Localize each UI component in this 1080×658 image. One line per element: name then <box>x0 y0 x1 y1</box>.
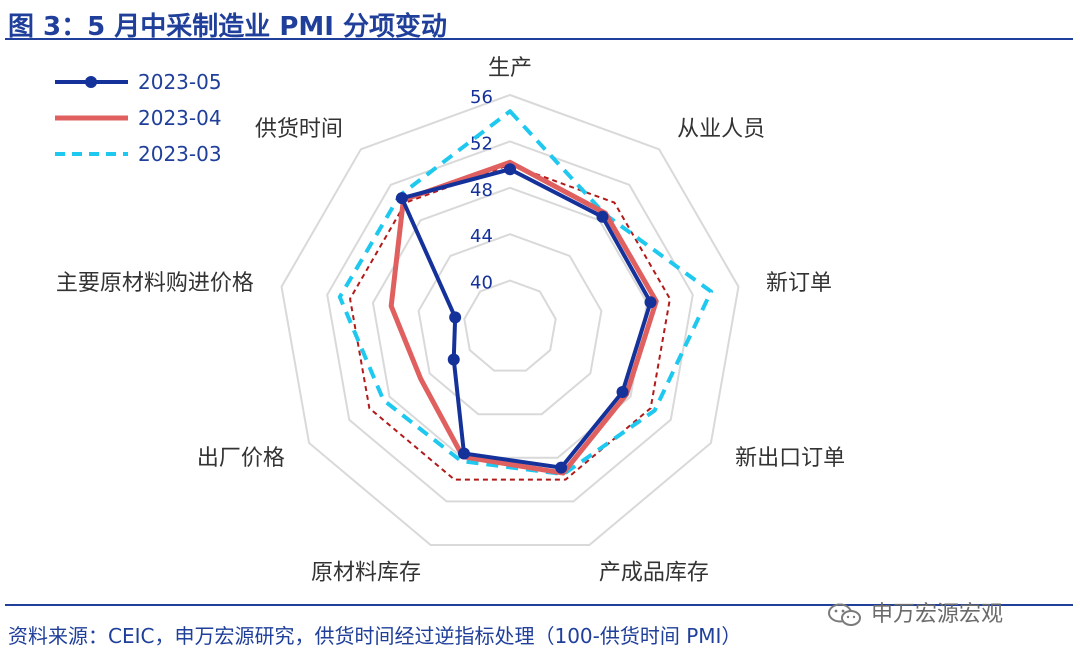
series-point <box>457 447 470 460</box>
category-label: 原材料库存 <box>311 560 421 585</box>
series-line <box>349 163 671 481</box>
grid-ring <box>417 233 603 416</box>
grid-ring <box>326 140 694 503</box>
series-point <box>616 385 629 398</box>
series-point <box>596 210 609 223</box>
legend: 2023-05 2023-04 2023-03 <box>55 70 222 166</box>
category-label: 从业人员 <box>677 117 765 142</box>
chart-title: 图 3：5 月中采制造业 PMI 分项变动 <box>8 12 447 42</box>
radial-tick-labels: 40 44 48 52 56 <box>470 87 493 294</box>
legend-label: 2023-04 <box>138 106 222 130</box>
tick-label: 40 <box>470 273 493 294</box>
category-label: 出厂价格 <box>197 446 285 471</box>
category-label: 产成品库存 <box>599 560 709 585</box>
series-point <box>395 192 408 205</box>
category-label: 新出口订单 <box>735 446 845 471</box>
category-label: 新订单 <box>766 271 832 296</box>
series-point <box>555 461 568 474</box>
legend-label: 2023-05 <box>138 70 222 94</box>
tick-label: 52 <box>470 133 493 154</box>
series-point <box>644 296 657 309</box>
title-divider <box>5 38 1073 40</box>
grid-ring <box>280 93 740 547</box>
series-line <box>337 109 714 477</box>
watermark: 申万宏源宏观 <box>826 596 1003 628</box>
category-label: 主要原材料购进价格 <box>56 271 254 296</box>
category-label: 生产 <box>488 56 532 81</box>
series-point <box>449 311 462 324</box>
wechat-icon <box>826 602 864 628</box>
series-line <box>388 159 659 476</box>
watermark-text: 申万宏源宏观 <box>871 602 1004 627</box>
tick-label: 48 <box>470 180 493 201</box>
grid-ring <box>463 279 557 372</box>
series-point <box>447 353 460 366</box>
source-note: 资料来源：CEIC，申万宏源研究，供货时间经过逆指标处理（100-供货时间 PM… <box>8 624 742 648</box>
legend-marker <box>85 76 97 88</box>
footer-divider <box>5 604 1073 606</box>
legend-label: 2023-03 <box>138 142 222 166</box>
series-layer <box>337 109 714 481</box>
series-line <box>399 167 653 470</box>
series-point <box>504 163 516 176</box>
tick-label: 44 <box>470 226 493 247</box>
category-label: 供货时间 <box>255 117 343 142</box>
tick-label: 56 <box>470 87 493 108</box>
